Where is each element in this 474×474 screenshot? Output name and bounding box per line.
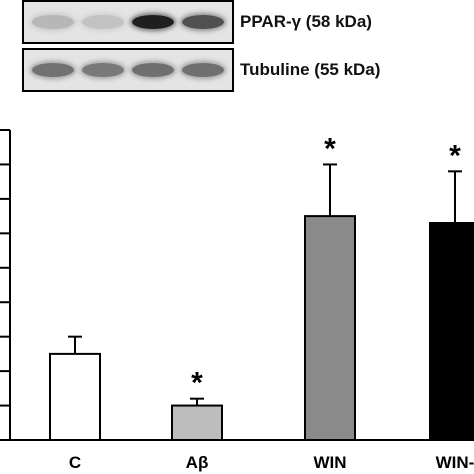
significance-marker: * bbox=[449, 139, 461, 172]
blot-band bbox=[32, 15, 74, 29]
x-tick-label: WIN- bbox=[436, 453, 474, 472]
bar bbox=[171, 404, 223, 441]
blot-band bbox=[132, 63, 174, 77]
tubuline-blot-label: Tubuline (55 kDa) bbox=[240, 60, 381, 79]
bar bbox=[429, 222, 474, 441]
ppar-gamma-blot-label: PPAR-γ (58 kDa) bbox=[240, 12, 372, 31]
x-tick-label: WIN bbox=[313, 453, 346, 472]
blot-band bbox=[82, 15, 124, 29]
bar bbox=[304, 215, 356, 441]
x-tick-label: C bbox=[69, 453, 81, 472]
ppar-gamma-blot bbox=[22, 0, 234, 44]
bar bbox=[49, 352, 101, 441]
x-tick-label: Aβ bbox=[186, 453, 209, 472]
significance-marker: * bbox=[324, 132, 336, 165]
blot-band bbox=[132, 15, 174, 29]
significance-marker: * bbox=[191, 367, 203, 400]
blot-band bbox=[182, 63, 224, 77]
blot-band bbox=[182, 15, 224, 29]
tubuline-blot bbox=[22, 48, 234, 92]
blot-band bbox=[82, 63, 124, 77]
blot-band bbox=[32, 63, 74, 77]
